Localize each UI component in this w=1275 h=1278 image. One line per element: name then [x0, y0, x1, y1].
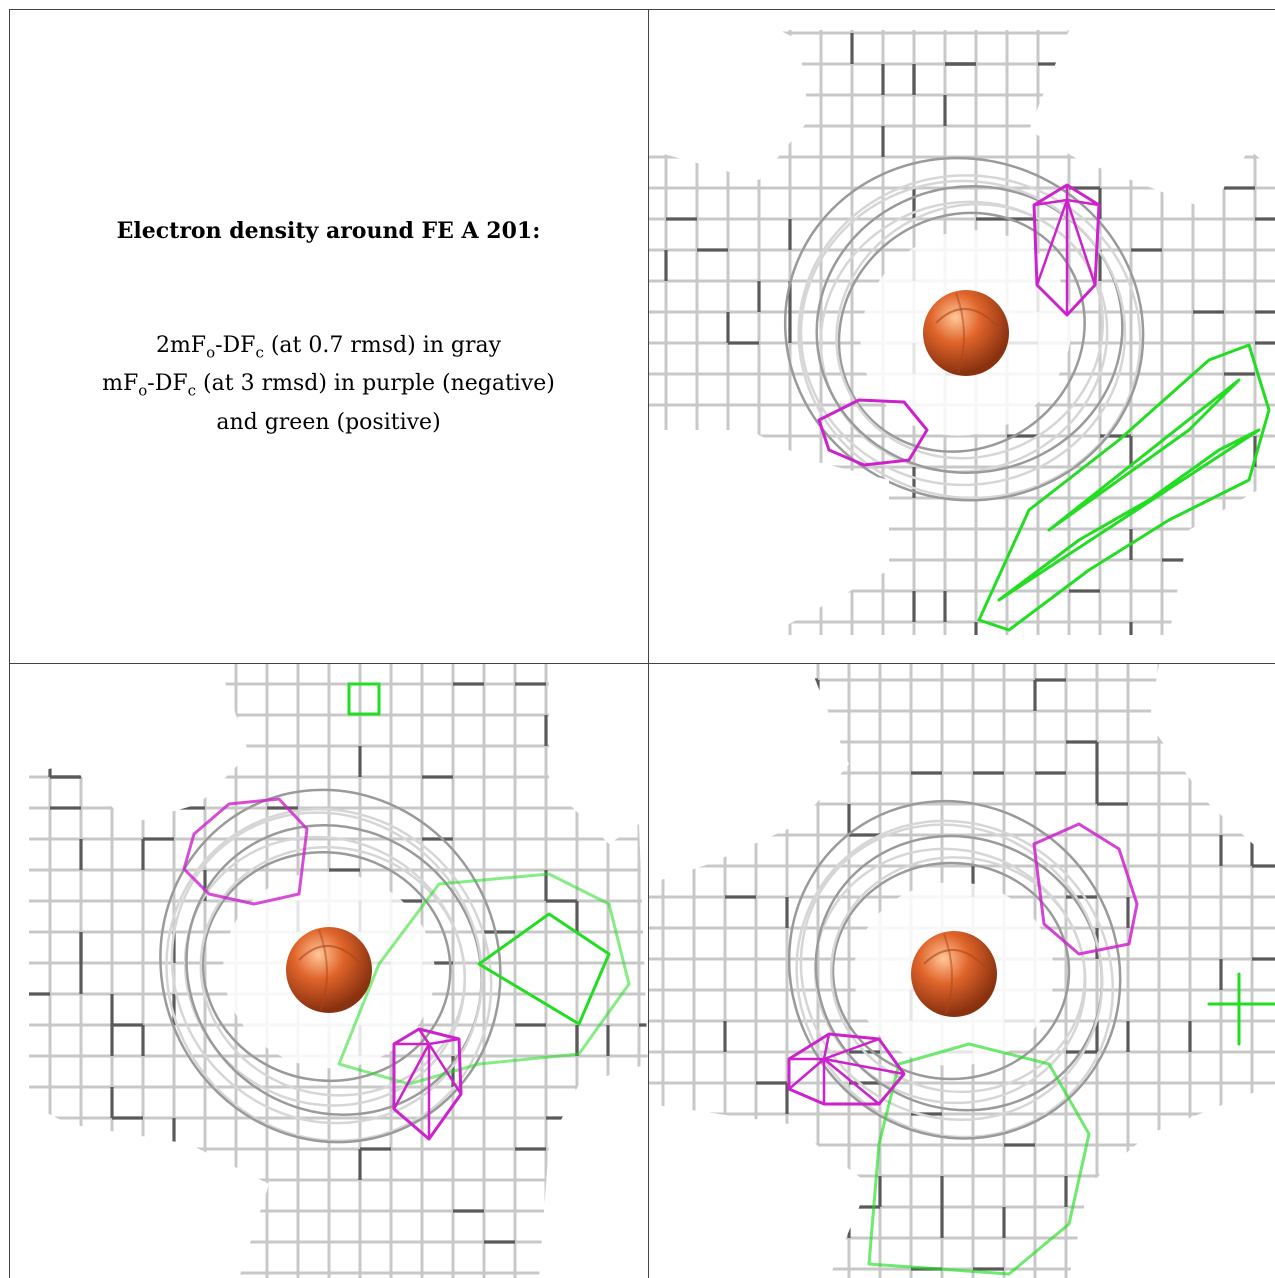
negative-density-mesh	[787, 822, 1139, 1106]
caption-line2-sub2: c	[187, 381, 197, 400]
table-border-left	[9, 9, 10, 1278]
caption-line1-sub1: o	[206, 343, 216, 362]
density-mesh-image	[649, 664, 1275, 1278]
caption-line-purple: mFo-DFc (at 3 rmsd) in purple (negative)	[9, 368, 648, 406]
negative-density-mesh	[817, 183, 1101, 467]
caption-line1-suffix: (at 0.7 rmsd) in gray	[263, 333, 502, 358]
density-view-bottom-left	[9, 664, 648, 1278]
caption-line2-prefix: mF	[102, 371, 139, 397]
caption-line2-suffix: (at 3 rmsd) in purple (negative)	[196, 371, 555, 397]
caption-line-gray: 2mFo-DFc (at 0.7 rmsd) in gray	[9, 330, 648, 368]
positive-density-mesh	[337, 682, 631, 1086]
density-mesh-image	[29, 664, 648, 1278]
table-divider-vertical	[648, 9, 649, 1278]
table-border-top	[9, 9, 1275, 10]
density-view-bottom-right	[649, 664, 1275, 1278]
positive-density-mesh	[867, 972, 1275, 1276]
caption-title: Electron density around FE A 201:	[116, 218, 541, 244]
caption-description: 2mFo-DFc (at 0.7 rmsd) in gray mFo-DFc (…	[9, 330, 648, 439]
table-divider-horizontal	[9, 663, 1275, 664]
caption-line1-prefix: 2mF	[155, 333, 207, 358]
iron-atom-sphere	[911, 931, 997, 1017]
caption-cell: Electron density around FE A 201: 2mFo-D…	[9, 10, 648, 663]
caption-line-green: and green (positive)	[216, 409, 441, 435]
positive-density-mesh	[977, 343, 1271, 632]
caption-line2-mid: -DF	[147, 371, 188, 397]
caption-line2-sub1: o	[138, 381, 148, 400]
negative-density-mesh	[182, 797, 463, 1141]
density-view-top-right	[649, 10, 1275, 663]
caption-line1-mid: -DF	[215, 333, 256, 358]
iron-atom-sphere	[286, 927, 372, 1013]
caption-line1-sub2: c	[255, 343, 264, 362]
iron-atom-sphere	[923, 290, 1009, 376]
density-mesh-image	[649, 30, 1275, 635]
